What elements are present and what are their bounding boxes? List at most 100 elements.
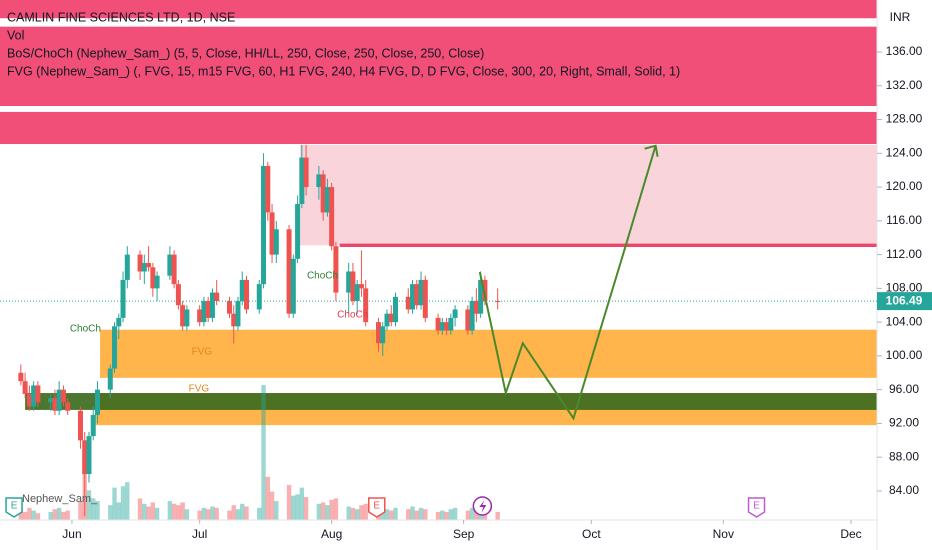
candle-body [60,389,66,403]
candle-body [269,212,275,255]
candle-body [94,389,100,415]
volume-bar [435,511,441,520]
event-icon [747,497,766,518]
candle-body [18,372,24,382]
volume-bar [171,503,177,520]
dividend-bolt [479,500,487,513]
volume-bar [112,487,117,520]
y-tick-label: 112.00 [886,247,922,261]
volume-bar [201,507,207,520]
volume-bar [146,506,151,520]
candle-body [239,279,245,302]
volume-bar [291,495,296,520]
volume-bar [167,501,173,520]
projection-arrowhead [644,144,659,157]
volume-bar [116,502,121,520]
y-tick-label: 108.00 [886,281,923,295]
candle-body [167,254,173,276]
candle-body [482,279,488,302]
candle-body [375,322,381,344]
annotation: FVG [192,346,213,357]
volume-bar [137,498,143,520]
candle-body [380,326,386,344]
volume-bar [31,510,36,520]
volume-bar [197,510,202,520]
volume-bar [22,511,28,520]
candle-body [418,279,424,306]
x-tick-label: Jun [62,527,81,541]
x-tick-label: Nov [713,527,734,541]
volume-bar [295,494,300,520]
volume-bar [320,502,326,520]
candle-body [346,271,352,293]
candle-body [77,410,83,441]
zone [100,329,877,378]
chart-title: CAMLIN FINE SCIENCES LTD, 1D, NSE [7,10,235,24]
candle-body [439,322,445,331]
candle-body [388,313,394,323]
y-tick-label: 84.00 [889,483,919,497]
candle-body [469,301,475,331]
volume-bar [108,505,113,520]
volume-bar [406,509,411,520]
volume-bar [27,507,32,520]
candle-body [495,301,501,303]
candle-body [414,284,420,306]
indicator: FVG (Nephew_Sam_) (, FVG, 15, m15 FVG, 6… [7,64,680,78]
candle-body [124,254,130,280]
volume-bar [350,507,356,520]
volume-bar [56,507,62,520]
candle-body [324,187,330,213]
y-tick-label: 116.00 [886,213,922,227]
event-label: E [373,501,380,512]
candle-body [180,305,186,327]
candle-body [316,174,322,188]
volume-bar [91,498,96,520]
candle-body [201,301,207,323]
volume-bar [329,499,334,520]
candle-body [299,157,305,204]
zone [25,393,877,410]
candle-body [120,279,126,318]
last-price-tag [877,292,932,311]
x-tick-label: Jul [192,527,207,541]
volume-bar [465,510,471,520]
y-tick-label: 96.00 [889,382,919,396]
volume-bar [150,502,156,520]
volume-bar [227,510,232,520]
y-tick-label: 100.00 [886,348,923,362]
event-icon [5,497,23,518]
candle-body [363,288,369,323]
candle-body [48,398,54,403]
volume-bar [52,509,58,520]
volume-bar [65,510,70,520]
candle-body [286,229,292,314]
y-tick-label: 88.00 [889,449,919,463]
candle-body [90,414,96,437]
candle-body [465,309,471,331]
candle-body [303,157,309,188]
candle-body [65,402,71,411]
candle-body [107,368,113,390]
volume-bar [444,511,449,520]
candle-body [26,393,32,407]
volume-bar [86,490,92,520]
volume-bar [265,476,270,520]
volume-bar [142,503,147,520]
annotation: ChoCh [70,324,101,335]
volume-bar [452,507,458,520]
candle-body [214,292,220,302]
candle-body [209,292,215,318]
candle-body [235,301,241,327]
volume-bar [354,509,360,520]
candle-body [393,296,399,323]
candle-body [82,440,88,475]
candle-body [86,436,92,475]
annotation: ChoCh [337,310,368,321]
candle-body [444,322,450,331]
volume-bar [154,507,160,520]
candle-body [154,275,160,289]
currency: INR [890,10,911,24]
candle-body [226,301,232,314]
